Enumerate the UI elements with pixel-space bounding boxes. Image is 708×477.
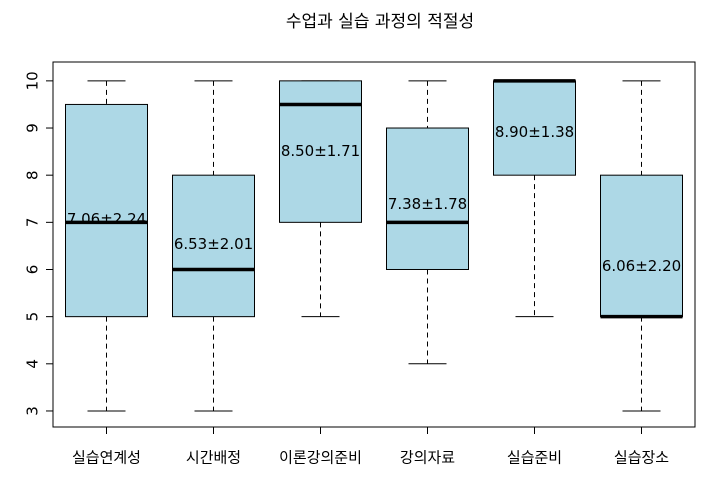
- y-tick-label: 3: [24, 406, 42, 416]
- y-tick-label: 8: [24, 170, 42, 180]
- y-tick-label: 7: [24, 218, 42, 228]
- box: [600, 174, 683, 318]
- y-tick-label: 5: [24, 312, 42, 322]
- mean-label: 7.38±1.78: [388, 195, 467, 213]
- x-tick-label: 강의자료: [400, 449, 455, 467]
- y-tick-label: 4: [24, 359, 42, 369]
- x-tick-label: 시간배정: [186, 449, 241, 467]
- chart-title: 수업과 실습 과정의 적절성: [286, 12, 474, 32]
- mean-label: 8.50±1.71: [281, 142, 360, 160]
- y-tick-label: 10: [24, 71, 42, 90]
- x-tick-label: 실습준비: [507, 449, 562, 467]
- box: [172, 174, 255, 318]
- box: [493, 80, 576, 176]
- mean-label: 8.90±1.38: [495, 123, 574, 141]
- y-tick-label: 6: [24, 265, 42, 275]
- mean-label: 6.06±2.20: [602, 257, 681, 275]
- x-tick-label: 실습연계성: [72, 449, 141, 467]
- x-tick-label: 이론강의준비: [279, 449, 362, 467]
- box: [65, 103, 148, 318]
- plot-frame: [52, 61, 696, 428]
- y-tick-label: 9: [24, 123, 42, 133]
- box: [386, 127, 469, 270]
- mean-label: 7.06±2.24: [67, 210, 146, 228]
- x-tick-label: 실습장소: [614, 449, 669, 467]
- mean-label: 6.53±2.01: [174, 235, 253, 253]
